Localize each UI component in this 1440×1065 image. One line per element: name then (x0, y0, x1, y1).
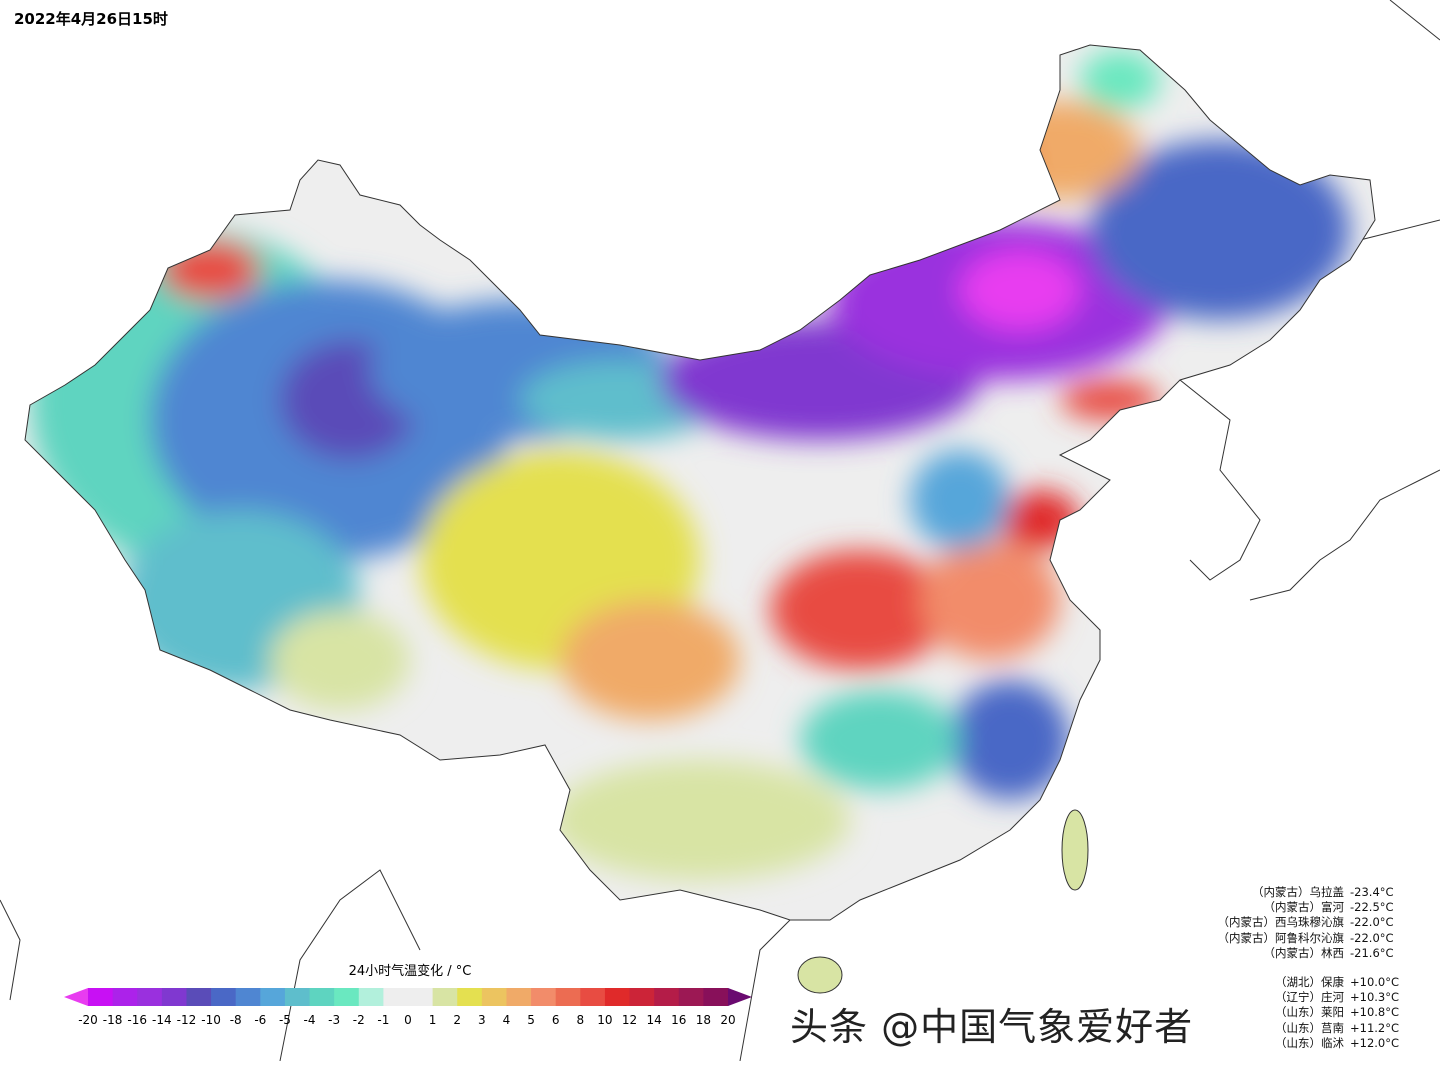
colorbar-tick-label: 16 (671, 1013, 686, 1027)
colorbar: -20 -18 -16 -14 -12 -10 -8 -6 -5 -4 -3 -2 -1 0 1 2 3 4 5 6 8… (64, 988, 752, 1027)
colorbar-bin (88, 988, 114, 1006)
colorbar-bin (654, 988, 680, 1006)
station-value: +10.0°C (1350, 975, 1400, 990)
legend-title: 24小时气温变化 / °C (348, 964, 472, 979)
station-row: （辽宁）庄河 +10.3°C (1218, 990, 1403, 1005)
station-name: （湖北）保康 (1275, 975, 1344, 990)
colorbar-tick-label: 14 (647, 1013, 662, 1027)
colorbar-bin (506, 988, 532, 1006)
colorbar-bin (309, 988, 335, 1006)
station-row: （山东）莱阳 +10.8°C (1218, 1005, 1403, 1020)
colorbar-bin (211, 988, 237, 1006)
station-value: +10.3°C (1350, 990, 1400, 1005)
station-value: -22.0°C (1350, 915, 1394, 930)
colorbar-bin (703, 988, 729, 1006)
station-name: （辽宁）庄河 (1275, 990, 1344, 1005)
colorbar-tick-label: -12 (177, 1013, 197, 1027)
colorbar-tick-label: -2 (353, 1013, 365, 1027)
taiwan-island (1061, 809, 1089, 891)
colorbar-bin (161, 988, 187, 1006)
colorbar-tick-label: -8 (230, 1013, 242, 1027)
colorbar-bin (629, 988, 655, 1006)
colorbar-bin (678, 988, 704, 1006)
colorbar-tick-label: 2 (453, 1013, 461, 1027)
colorbar-bin (137, 988, 163, 1006)
colorbar-tick-label: -4 (304, 1013, 316, 1027)
station-row: （湖北）保康 +10.0°C (1218, 975, 1403, 990)
colorbar-bin (531, 988, 557, 1006)
colorbar-tick-label: -6 (254, 1013, 266, 1027)
colorbar-tick-label: -18 (103, 1013, 123, 1027)
colorbar-bin (112, 988, 138, 1006)
china-border (24, 44, 1376, 921)
station-value: -23.4°C (1350, 885, 1394, 899)
colorbar-bin (457, 988, 483, 1006)
colorbar-tick-label: 0 (404, 1013, 412, 1027)
colorbar-tick-label: 8 (576, 1013, 584, 1027)
station-name: （内蒙古）林西 (1263, 945, 1345, 960)
station-value: +10.8°C (1350, 1005, 1400, 1020)
colorbar-tick-label: 6 (552, 1013, 560, 1027)
station-value: +12.0°C (1350, 1035, 1400, 1050)
colorbar-bin (334, 988, 360, 1006)
colorbar-bin (260, 988, 286, 1006)
station-value: +11.2°C (1350, 1020, 1400, 1035)
colorbar-under-arrow (64, 988, 88, 1006)
hainan-island (797, 956, 843, 994)
station-value: -21.6°C (1350, 945, 1394, 960)
station-extremes: （内蒙古）乌拉盖 -23.4°C （内蒙古）富河 -22.5°C （内蒙古）西乌珠穆沁旗… (1218, 885, 1403, 1065)
colorbar-bin (604, 988, 631, 1006)
station-row: （山东）莒南 +11.2°C (1218, 1021, 1403, 1036)
colorbar-tick-label: -16 (127, 1013, 147, 1027)
station-row: （内蒙古）阿鲁科尔沁旗 -22.0°C (1218, 931, 1403, 946)
colorbar-bin (235, 988, 261, 1006)
colorbar-tick-label: 3 (478, 1013, 486, 1027)
station-name: （山东）莒南 (1275, 1020, 1344, 1035)
station-name: （内蒙古）乌拉盖 (1252, 885, 1344, 899)
watermark: 头条 @中国气象爱好者 (790, 1005, 1194, 1049)
colorbar-bin (555, 988, 581, 1006)
station-name: （内蒙古）西乌珠穆沁旗 (1217, 915, 1345, 930)
station-row: （山东）临沭 +12.0°C (1218, 1036, 1403, 1051)
warmest-stations: （湖北）保康 +10.0°C （辽宁）庄河 +10.3°C （山东）莱阳 +10.8°C （… (1218, 975, 1403, 1051)
colorbar-bin (580, 988, 606, 1006)
station-name: （山东）莱阳 (1275, 1005, 1344, 1020)
colorbar-bin (284, 988, 311, 1006)
colorbar-tick-label: -10 (201, 1013, 221, 1027)
colorbar-tick-label: -5 (279, 1013, 291, 1027)
colorbar-tick-label: 1 (429, 1013, 437, 1027)
coldest-stations: （内蒙古）乌拉盖 -23.4°C （内蒙古）富河 -22.5°C （内蒙古）西乌珠穆沁旗… (1218, 885, 1403, 961)
station-row: （内蒙古）林西 -21.6°C (1218, 946, 1403, 961)
colorbar-tick-label: -3 (328, 1013, 340, 1027)
station-row: （内蒙古）富河 -22.5°C (1218, 900, 1403, 915)
map-title: 2022年4月26日15时 (14, 10, 168, 28)
colorbar-tick-label: 5 (527, 1013, 535, 1027)
station-row: （内蒙古）西乌珠穆沁旗 -22.0°C (1218, 915, 1403, 930)
colorbar-legend: 24小时气温变化 / °C -20 -18 -16 -14 -12 -10 -8 -6 -5 -4… (60, 960, 760, 1035)
colorbar-over-arrow (728, 988, 752, 1006)
colorbar-tick-label: 12 (622, 1013, 637, 1027)
colorbar-bin (408, 988, 434, 1006)
colorbar-bin (358, 988, 384, 1006)
colorbar-tick-label: -14 (152, 1013, 172, 1027)
colorbar-bin (481, 988, 507, 1006)
colorbar-bin (432, 988, 458, 1006)
colorbar-tick-label: 10 (597, 1013, 612, 1027)
colorbar-tick-label: 20 (720, 1013, 735, 1027)
station-name: （内蒙古）阿鲁科尔沁旗 (1217, 930, 1345, 945)
colorbar-tick-label: -20 (78, 1013, 98, 1027)
station-name: （山东）临沭 (1275, 1035, 1344, 1050)
colorbar-bin (383, 988, 409, 1006)
station-value: -22.0°C (1350, 930, 1394, 945)
station-value: -22.5°C (1350, 900, 1394, 915)
colorbar-bin (186, 988, 212, 1006)
colorbar-tick-label: -1 (377, 1013, 389, 1027)
colorbar-tick-label: 4 (503, 1013, 511, 1027)
colorbar-tick-label: 18 (696, 1013, 711, 1027)
station-name: （内蒙古）富河 (1263, 900, 1345, 915)
station-row: （内蒙古）乌拉盖 -23.4°C (1218, 885, 1403, 900)
